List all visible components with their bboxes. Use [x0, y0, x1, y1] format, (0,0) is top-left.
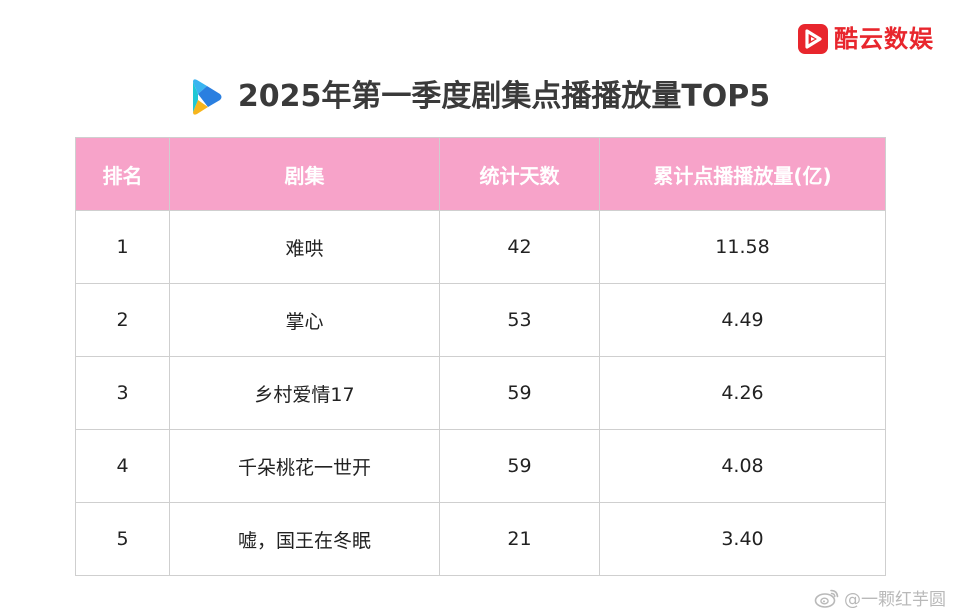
cell-days: 59: [439, 429, 600, 503]
play-triangle-icon: [192, 79, 222, 115]
table-row: 3 乡村爱情17 59 4.26: [75, 356, 886, 430]
table-row: 1 难哄 42 11.58: [75, 210, 886, 284]
weibo-icon: [814, 589, 839, 608]
table-row: 5 嘘，国王在冬眠 21 3.40: [75, 502, 886, 576]
cell-rank: 1: [75, 210, 170, 284]
cell-drama: 掌心: [169, 283, 440, 357]
cell-rank: 4: [75, 429, 170, 503]
cell-drama: 千朵桃花一世开: [169, 429, 440, 503]
cell-plays: 11.58: [599, 210, 886, 284]
cell-plays: 3.40: [599, 502, 886, 576]
cell-plays: 4.08: [599, 429, 886, 503]
cell-days: 53: [439, 283, 600, 357]
cell-plays: 4.26: [599, 356, 886, 430]
header-drama: 剧集: [169, 137, 440, 211]
brand-name: 酷云数娱: [834, 25, 934, 53]
cell-rank: 3: [75, 356, 170, 430]
header-plays: 累计点播播放量(亿): [599, 137, 886, 211]
page-title: 2025年第一季度剧集点播播放量TOP5: [237, 79, 771, 114]
header-days: 统计天数: [439, 137, 600, 211]
page-title-row: 2025年第一季度剧集点播播放量TOP5: [0, 74, 960, 120]
cell-rank: 5: [75, 502, 170, 576]
cell-drama: 乡村爱情17: [169, 356, 440, 430]
table-header-row: 排名 剧集 统计天数 累计点播播放量(亿): [75, 137, 886, 211]
cell-days: 21: [439, 502, 600, 576]
cell-days: 42: [439, 210, 600, 284]
cell-drama: 嘘，国王在冬眠: [169, 502, 440, 576]
cell-plays: 4.49: [599, 283, 886, 357]
cell-drama: 难哄: [169, 210, 440, 284]
brand-logo-icon: [798, 24, 828, 54]
watermark: @一颗红芋圆: [814, 585, 946, 610]
table-row: 2 掌心 53 4.49: [75, 283, 886, 357]
header-rank: 排名: [75, 137, 170, 211]
table-row: 4 千朵桃花一世开 59 4.08: [75, 429, 886, 503]
brand-logo: 酷云数娱: [798, 24, 934, 54]
cell-days: 59: [439, 356, 600, 430]
ranking-table: 排名 剧集 统计天数 累计点播播放量(亿) 1 难哄 42 11.58 2 掌心…: [75, 137, 886, 576]
cell-rank: 2: [75, 283, 170, 357]
watermark-text: @一颗红芋圆: [844, 590, 946, 610]
